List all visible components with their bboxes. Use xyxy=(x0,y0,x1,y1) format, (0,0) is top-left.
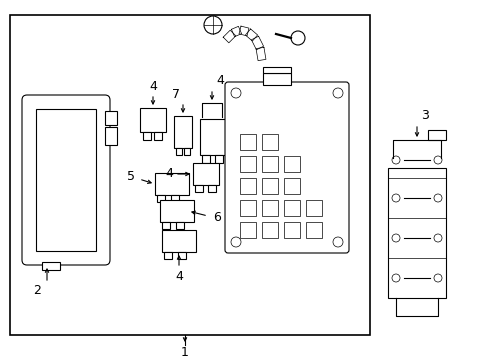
Bar xyxy=(171,195,179,202)
Bar xyxy=(157,195,164,202)
Bar xyxy=(240,134,256,150)
Bar xyxy=(160,200,194,222)
Bar xyxy=(305,222,321,238)
Text: 3: 3 xyxy=(420,109,428,122)
Bar xyxy=(202,155,209,163)
Bar xyxy=(284,200,299,216)
Bar xyxy=(262,178,278,194)
Text: 1: 1 xyxy=(181,346,188,359)
Bar xyxy=(155,173,189,195)
Bar xyxy=(162,222,170,229)
Bar xyxy=(284,178,299,194)
FancyBboxPatch shape xyxy=(22,95,110,265)
Bar xyxy=(105,111,117,125)
Bar xyxy=(262,156,278,172)
Bar xyxy=(240,222,256,238)
Bar xyxy=(263,67,290,73)
Bar xyxy=(140,108,165,132)
Bar xyxy=(154,132,162,140)
Bar xyxy=(193,163,219,185)
Text: 4: 4 xyxy=(165,167,173,180)
FancyBboxPatch shape xyxy=(387,168,445,298)
Bar xyxy=(200,119,225,155)
Bar xyxy=(176,222,183,229)
Bar xyxy=(240,156,256,172)
Text: 6: 6 xyxy=(213,211,221,225)
Bar xyxy=(195,185,203,192)
Bar xyxy=(262,200,278,216)
Text: 7: 7 xyxy=(172,87,180,100)
Bar xyxy=(240,200,256,216)
Bar xyxy=(284,222,299,238)
Bar xyxy=(10,15,369,335)
Bar xyxy=(284,156,299,172)
Bar xyxy=(263,73,290,85)
Bar xyxy=(183,148,190,155)
Bar xyxy=(207,185,216,192)
Bar xyxy=(262,222,278,238)
Bar xyxy=(240,178,256,194)
Bar xyxy=(162,230,196,252)
Bar xyxy=(36,109,96,251)
Bar xyxy=(42,262,60,270)
Bar xyxy=(163,252,172,259)
Bar xyxy=(215,155,223,163)
FancyBboxPatch shape xyxy=(224,82,348,253)
Text: 4: 4 xyxy=(175,270,183,283)
Bar xyxy=(178,252,185,259)
Text: 2: 2 xyxy=(33,284,41,297)
Text: 4: 4 xyxy=(216,75,224,87)
Bar xyxy=(174,116,192,148)
Bar xyxy=(176,148,182,155)
Bar xyxy=(427,130,445,140)
Bar xyxy=(105,127,117,145)
Text: 4: 4 xyxy=(149,80,157,93)
Text: 5: 5 xyxy=(127,171,135,184)
Bar xyxy=(262,134,278,150)
Bar xyxy=(142,132,151,140)
Bar xyxy=(305,200,321,216)
